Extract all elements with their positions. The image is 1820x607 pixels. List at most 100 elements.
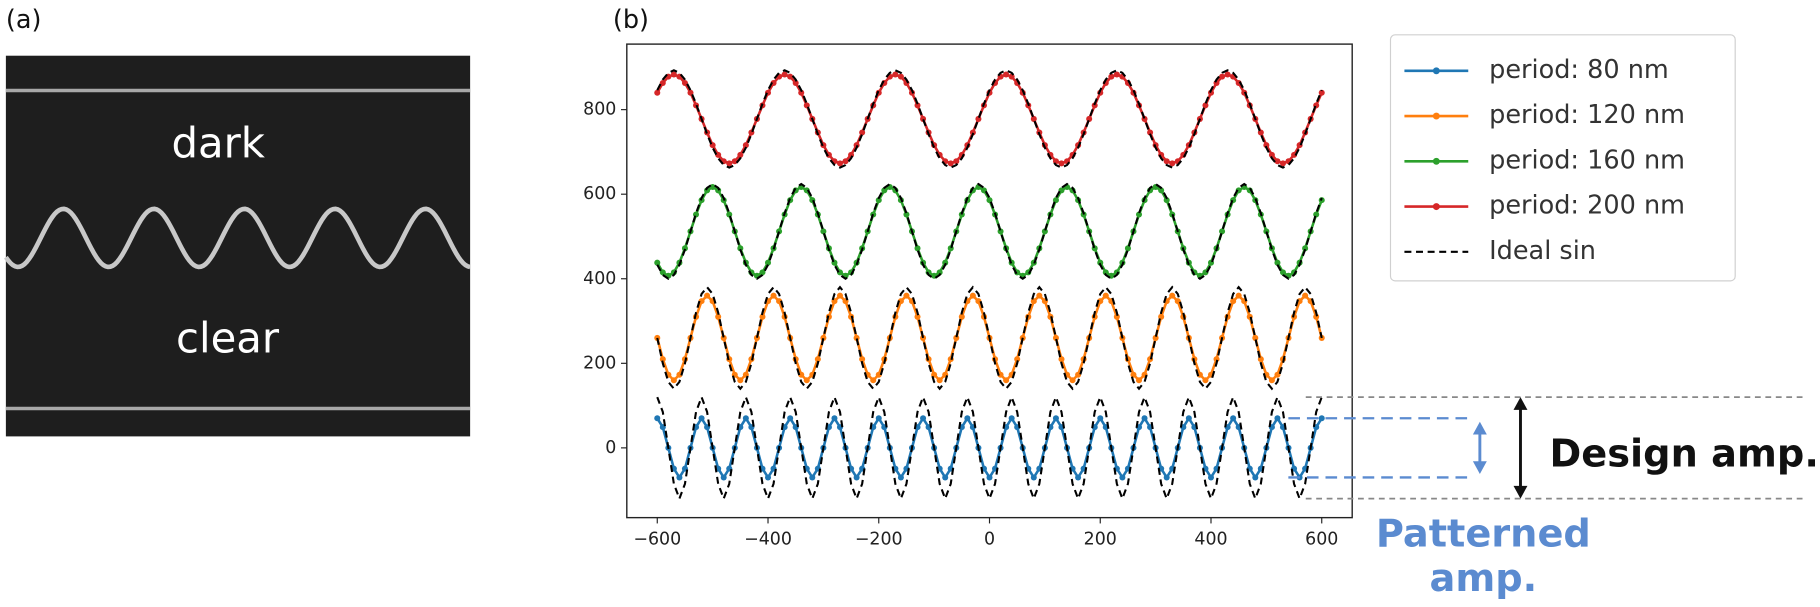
data-point [1235, 292, 1242, 299]
data-point [715, 313, 722, 320]
data-point [914, 245, 921, 252]
data-point [836, 160, 844, 167]
data-point [1030, 298, 1037, 305]
data-point [1058, 356, 1065, 363]
data-point [1219, 73, 1226, 80]
x-tick-label: −200 [855, 530, 903, 550]
x-tick-label: 600 [1305, 530, 1338, 550]
data-point [1202, 377, 1209, 384]
data-point [1052, 197, 1059, 204]
data-point [836, 292, 844, 299]
data-point [859, 129, 866, 136]
data-point [1135, 211, 1143, 218]
data-point [814, 356, 821, 363]
data-point [936, 377, 943, 384]
data-point [942, 259, 949, 266]
data-point [1163, 197, 1170, 204]
data-point [1207, 474, 1215, 481]
data-point [1169, 160, 1176, 167]
data-point [881, 187, 888, 194]
x-tick-label: 200 [1084, 530, 1117, 550]
data-point [809, 474, 816, 481]
legend-marker [1432, 157, 1440, 165]
data-point [964, 415, 971, 422]
data-point [1058, 160, 1065, 167]
x-tick-label: −400 [744, 530, 792, 550]
design-amp-label: Design amp. [1549, 432, 1818, 477]
data-point [1318, 415, 1325, 422]
x-tick-label: 0 [984, 530, 995, 550]
data-point [1008, 73, 1015, 80]
data-point [1163, 474, 1170, 481]
legend-marker [1432, 203, 1440, 211]
data-point [737, 245, 744, 252]
data-point [875, 197, 882, 204]
data-point [681, 245, 688, 252]
data-point [1052, 334, 1059, 341]
data-point [1158, 313, 1165, 320]
y-tick-label: 400 [583, 269, 616, 289]
data-point [731, 158, 738, 165]
data-point [1091, 102, 1098, 109]
data-point [654, 259, 661, 266]
data-point [781, 71, 788, 78]
data-point [1069, 377, 1076, 384]
data-point [1014, 356, 1021, 363]
data-point [676, 474, 683, 481]
data-point [969, 292, 976, 299]
sem-text: clear [176, 314, 280, 363]
data-point [1252, 474, 1259, 481]
data-point [1008, 415, 1015, 422]
legend-marker [1432, 112, 1440, 120]
data-point [1224, 71, 1231, 78]
data-point [1152, 334, 1159, 341]
patterned-amp-arrow-head [1472, 421, 1487, 435]
y-tick-label: 800 [583, 100, 616, 120]
data-point [792, 79, 799, 87]
data-point [942, 474, 949, 481]
legend [1389, 34, 1736, 282]
data-point [753, 334, 760, 341]
data-point [1113, 71, 1120, 78]
y-tick-label: 200 [583, 353, 616, 373]
data-point [1169, 292, 1176, 299]
data-point [670, 71, 677, 78]
data-point [742, 415, 749, 422]
data-point [1274, 415, 1281, 422]
data-point [1119, 474, 1126, 481]
data-point [897, 73, 904, 80]
ideal-line [656, 69, 1323, 169]
design-amp-arrow-head [1513, 485, 1528, 499]
data-point [903, 292, 910, 299]
data-point [920, 334, 927, 341]
data-point [1230, 298, 1237, 305]
data-point [1274, 259, 1281, 266]
x-tick-label: −600 [633, 530, 681, 550]
data-point [853, 334, 860, 341]
data-point [1185, 415, 1192, 422]
data-point [764, 259, 772, 266]
data-point [759, 313, 766, 320]
data-point [670, 377, 677, 384]
data-point [1279, 160, 1286, 167]
data-point [1052, 415, 1059, 422]
data-point [1147, 129, 1154, 136]
data-point [831, 415, 838, 422]
data-point [1302, 292, 1309, 299]
data-point [953, 158, 960, 165]
data-point [1141, 415, 1148, 422]
x-tick-label: 400 [1194, 530, 1227, 550]
data-point [770, 292, 777, 299]
data-point [853, 474, 860, 481]
data-point [787, 73, 794, 80]
sem-wave [3, 206, 471, 270]
data-point [1003, 71, 1010, 78]
data-point [903, 211, 910, 218]
legend-label: Ideal sin [1489, 236, 1596, 266]
data-point [1279, 269, 1286, 276]
data-point [986, 197, 993, 204]
data-point [1130, 371, 1137, 378]
data-point [1219, 228, 1226, 235]
